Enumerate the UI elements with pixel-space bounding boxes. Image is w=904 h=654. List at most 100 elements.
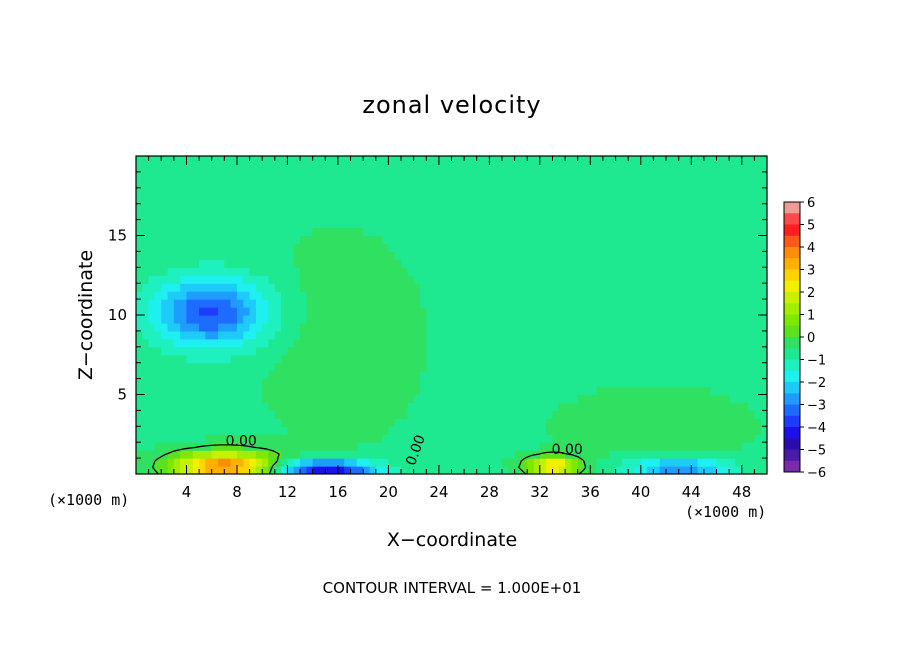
heatmap-cell: [464, 346, 472, 356]
heatmap-cell: [640, 426, 648, 435]
heatmap-cell: [445, 418, 453, 427]
heatmap-cell: [331, 219, 339, 229]
heatmap-cell: [375, 458, 383, 467]
heatmap-cell: [255, 346, 263, 356]
heatmap-cell: [514, 330, 522, 340]
heatmap-cell: [318, 227, 326, 237]
heatmap-cell: [451, 346, 459, 356]
heatmap-cell: [230, 330, 238, 340]
heatmap-cell: [483, 386, 490, 396]
heatmap-cell: [565, 299, 572, 308]
heatmap-cell: [678, 275, 686, 284]
heatmap-cell: [672, 227, 680, 237]
heatmap-cell: [337, 203, 345, 213]
heatmap-cell: [413, 163, 421, 173]
heatmap-cell: [438, 466, 446, 474]
heatmap-cell: [413, 370, 421, 380]
heatmap-cell: [331, 370, 339, 380]
heatmap-cell: [596, 362, 604, 372]
heatmap-cell: [501, 179, 509, 189]
heatmap-cell: [432, 195, 440, 205]
heatmap-cell: [672, 346, 680, 356]
heatmap-cell: [628, 370, 636, 380]
heatmap-cell: [571, 434, 579, 443]
heatmap-cell: [337, 426, 345, 435]
heatmap-cell: [729, 187, 737, 197]
heatmap-cell: [401, 243, 408, 252]
heatmap-cell: [703, 259, 711, 268]
heatmap-cell: [369, 330, 377, 340]
heatmap-cell: [514, 378, 522, 388]
heatmap-cell: [413, 418, 421, 427]
heatmap-cell: [306, 370, 314, 380]
heatmap-cell: [243, 267, 251, 276]
heatmap-cell: [489, 322, 497, 332]
heatmap-cell: [161, 458, 169, 467]
heatmap-cell: [224, 346, 232, 356]
colorbar-tick-label: −5: [807, 444, 826, 459]
heatmap-cell: [741, 307, 749, 316]
heatmap-cell: [318, 354, 326, 364]
heatmap-cell: [211, 442, 219, 451]
heatmap-cell: [419, 156, 427, 165]
heatmap-cell: [148, 251, 156, 260]
heatmap-cell: [489, 219, 497, 229]
heatmap-cell: [281, 346, 289, 356]
heatmap-cell: [218, 235, 225, 245]
heatmap-cell: [306, 275, 314, 284]
heatmap-cell: [382, 283, 389, 292]
heatmap-cell: [514, 466, 522, 474]
heatmap-cell: [243, 291, 251, 300]
heatmap-cell: [666, 315, 673, 324]
heatmap-cell: [748, 267, 755, 276]
heatmap-cell: [546, 466, 554, 474]
heatmap-cell: [539, 378, 547, 388]
heatmap-cell: [634, 211, 642, 221]
heatmap-cell: [615, 171, 623, 181]
heatmap-cell: [306, 299, 314, 308]
heatmap-cell: [148, 458, 156, 467]
heatmap-cell: [363, 322, 371, 332]
heatmap-cell: [476, 163, 484, 173]
heatmap-cell: [533, 434, 541, 443]
heatmap-cell: [552, 346, 560, 356]
heatmap-cell: [697, 211, 705, 221]
heatmap-cell: [211, 251, 219, 260]
heatmap-cell: [180, 251, 188, 260]
heatmap-cell: [388, 322, 396, 332]
heatmap-cell: [268, 370, 276, 380]
heatmap-cell: [666, 283, 673, 292]
heatmap-cell: [426, 179, 434, 189]
heatmap-cell: [186, 386, 194, 396]
heatmap-cell: [760, 235, 767, 245]
heatmap-cell: [508, 442, 516, 451]
heatmap-cell: [205, 450, 213, 459]
heatmap-cell: [722, 307, 730, 316]
heatmap-cell: [230, 227, 238, 237]
heatmap-cell: [666, 418, 673, 427]
heatmap-cell: [527, 275, 535, 284]
heatmap-cell: [173, 259, 181, 268]
heatmap-cell: [445, 211, 453, 221]
heatmap-cell: [350, 386, 358, 396]
heatmap-cell: [394, 434, 402, 443]
heatmap-cell: [722, 299, 730, 308]
heatmap-cell: [186, 450, 194, 459]
heatmap-cell: [577, 171, 585, 181]
heatmap-cell: [565, 211, 572, 221]
heatmap-cell: [716, 426, 724, 435]
heatmap-cell: [426, 156, 434, 165]
heatmap-cell: [136, 156, 143, 165]
heatmap-cell: [691, 307, 699, 316]
heatmap-cell: [432, 434, 440, 443]
heatmap-cell: [262, 418, 270, 427]
heatmap-cell: [735, 267, 743, 276]
heatmap-cell: [464, 315, 472, 324]
heatmap-cell: [167, 426, 175, 435]
heatmap-cell: [224, 235, 232, 245]
heatmap-cell: [647, 219, 655, 229]
heatmap-cell: [281, 156, 289, 165]
heatmap-cell: [602, 195, 610, 205]
heatmap-cell: [394, 330, 402, 340]
